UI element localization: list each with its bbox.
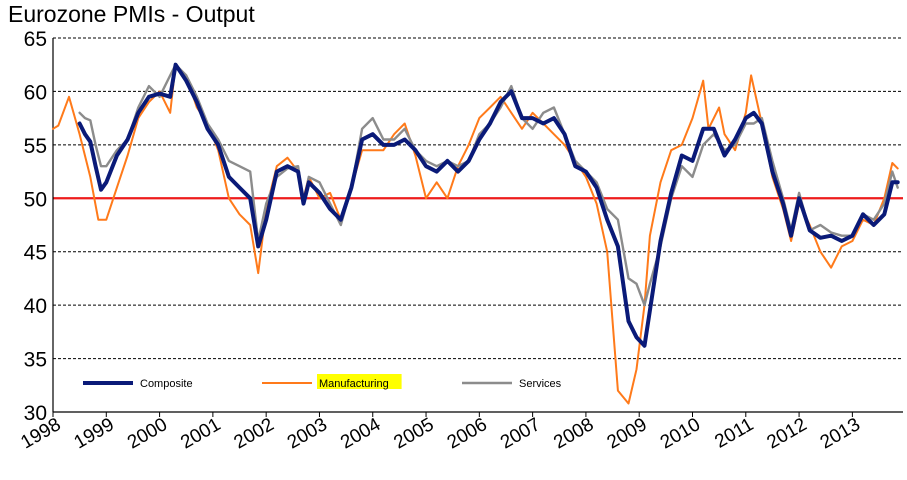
- y-tick-label: 65: [24, 28, 47, 51]
- legend-label-composite: Composite: [140, 378, 193, 390]
- chart-title: Eurozone PMIs - Output: [8, 1, 255, 27]
- x-tick-label: 2005: [390, 414, 437, 453]
- x-tick-label: 2000: [124, 414, 171, 453]
- x-tick-label: 2003: [284, 414, 331, 453]
- x-tick-label: 2010: [657, 414, 704, 453]
- legend-label-services: Services: [519, 378, 562, 390]
- y-tick-label: 45: [24, 242, 47, 265]
- y-tick-label: 50: [24, 188, 47, 211]
- series-line-manufacturing: [52, 63, 899, 405]
- x-tick-label: 2002: [231, 414, 278, 453]
- legend-label-manufacturing: Manufacturing: [319, 378, 389, 390]
- x-tick-label: 2007: [497, 414, 544, 453]
- legend: Composite Manufacturing Services: [83, 374, 562, 390]
- x-tick-label: 2004: [337, 414, 384, 454]
- y-tick-label: 60: [24, 81, 47, 104]
- x-tick-label: 1999: [71, 414, 118, 453]
- legend-highlight: [317, 374, 402, 389]
- y-tick-label: 40: [24, 295, 47, 318]
- x-tick-label: 2008: [550, 414, 597, 453]
- y-tick-label: 55: [24, 135, 47, 158]
- y-tick-label: 30: [24, 402, 47, 425]
- x-tick-label: 2006: [444, 414, 491, 453]
- x-tick-label: 2001: [177, 414, 224, 453]
- x-tick-label: 2009: [604, 414, 651, 453]
- x-tick-label: 2012: [763, 414, 810, 453]
- y-tick-label: 35: [24, 349, 47, 372]
- x-tick-label: 2011: [711, 414, 757, 453]
- series-line-composite: [77, 62, 900, 348]
- x-tick-label: 2013: [817, 414, 864, 453]
- series-line-services: [78, 63, 899, 307]
- series-lines: [52, 62, 900, 405]
